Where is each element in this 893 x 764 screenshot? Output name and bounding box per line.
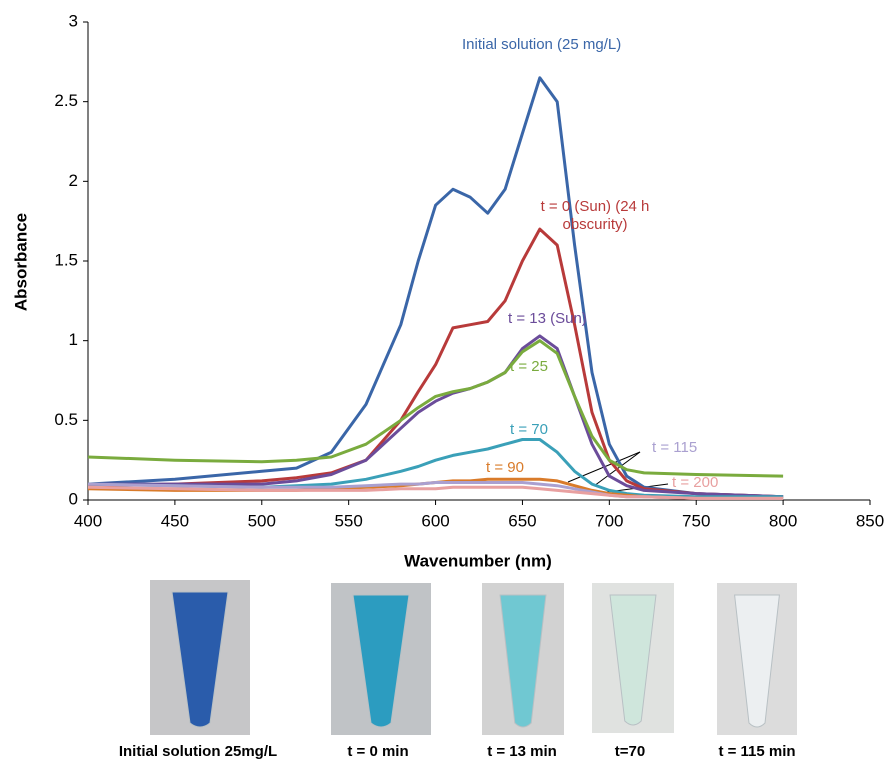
- y-tick-label: 3: [69, 11, 78, 30]
- x-tick-label: 650: [508, 511, 536, 530]
- tube: [171, 591, 229, 728]
- series-label: t = 13 (Sun): [508, 310, 587, 327]
- y-tick-label: 2.5: [54, 91, 78, 110]
- x-tick-label: 550: [334, 511, 362, 530]
- series-label: t = 90: [486, 459, 524, 476]
- y-tick-label: 2: [69, 171, 78, 190]
- x-tick-label: 750: [682, 511, 710, 530]
- photo-caption: t = 0 min: [347, 743, 408, 760]
- x-tick-label: 600: [421, 511, 449, 530]
- photo-caption: Initial solution 25mg/L: [119, 743, 277, 760]
- y-tick-label: 1.5: [54, 250, 78, 269]
- x-tick-label: 800: [769, 511, 797, 530]
- photo-caption: t = 13 min: [487, 743, 557, 760]
- series-line: [87, 438, 784, 499]
- x-tick-label: 500: [248, 511, 276, 530]
- photo-caption: t = 115 min: [718, 743, 795, 760]
- photo-caption: t=70: [615, 743, 645, 760]
- y-tick-label: 0.5: [54, 410, 78, 429]
- x-tick-label: 700: [595, 511, 623, 530]
- tube: [499, 594, 547, 728]
- x-tick-label: 450: [161, 511, 189, 530]
- x-axis-title: Wavenumber (nm): [404, 551, 552, 570]
- series-label: t = 0 (Sun) (24 h obscurity): [540, 198, 650, 233]
- tube: [352, 594, 410, 728]
- series-label: t = 25: [510, 358, 548, 375]
- series-label: t = 70: [510, 421, 548, 438]
- y-axis-title: Absorbance: [11, 213, 30, 311]
- series-line: [87, 339, 784, 478]
- series-line: [87, 485, 784, 500]
- y-tick-label: 0: [69, 489, 78, 508]
- tube: [609, 594, 657, 726]
- x-tick-label: 400: [74, 511, 102, 530]
- series-label: t = 115: [652, 439, 698, 456]
- series-label: Initial solution (25 mg/L): [462, 36, 622, 53]
- tube: [734, 594, 780, 728]
- series-line: [87, 76, 784, 499]
- series-label: t = 200: [672, 474, 719, 491]
- x-tick-label: 850: [856, 511, 884, 530]
- y-tick-label: 1: [69, 330, 78, 349]
- series-line: [87, 227, 784, 499]
